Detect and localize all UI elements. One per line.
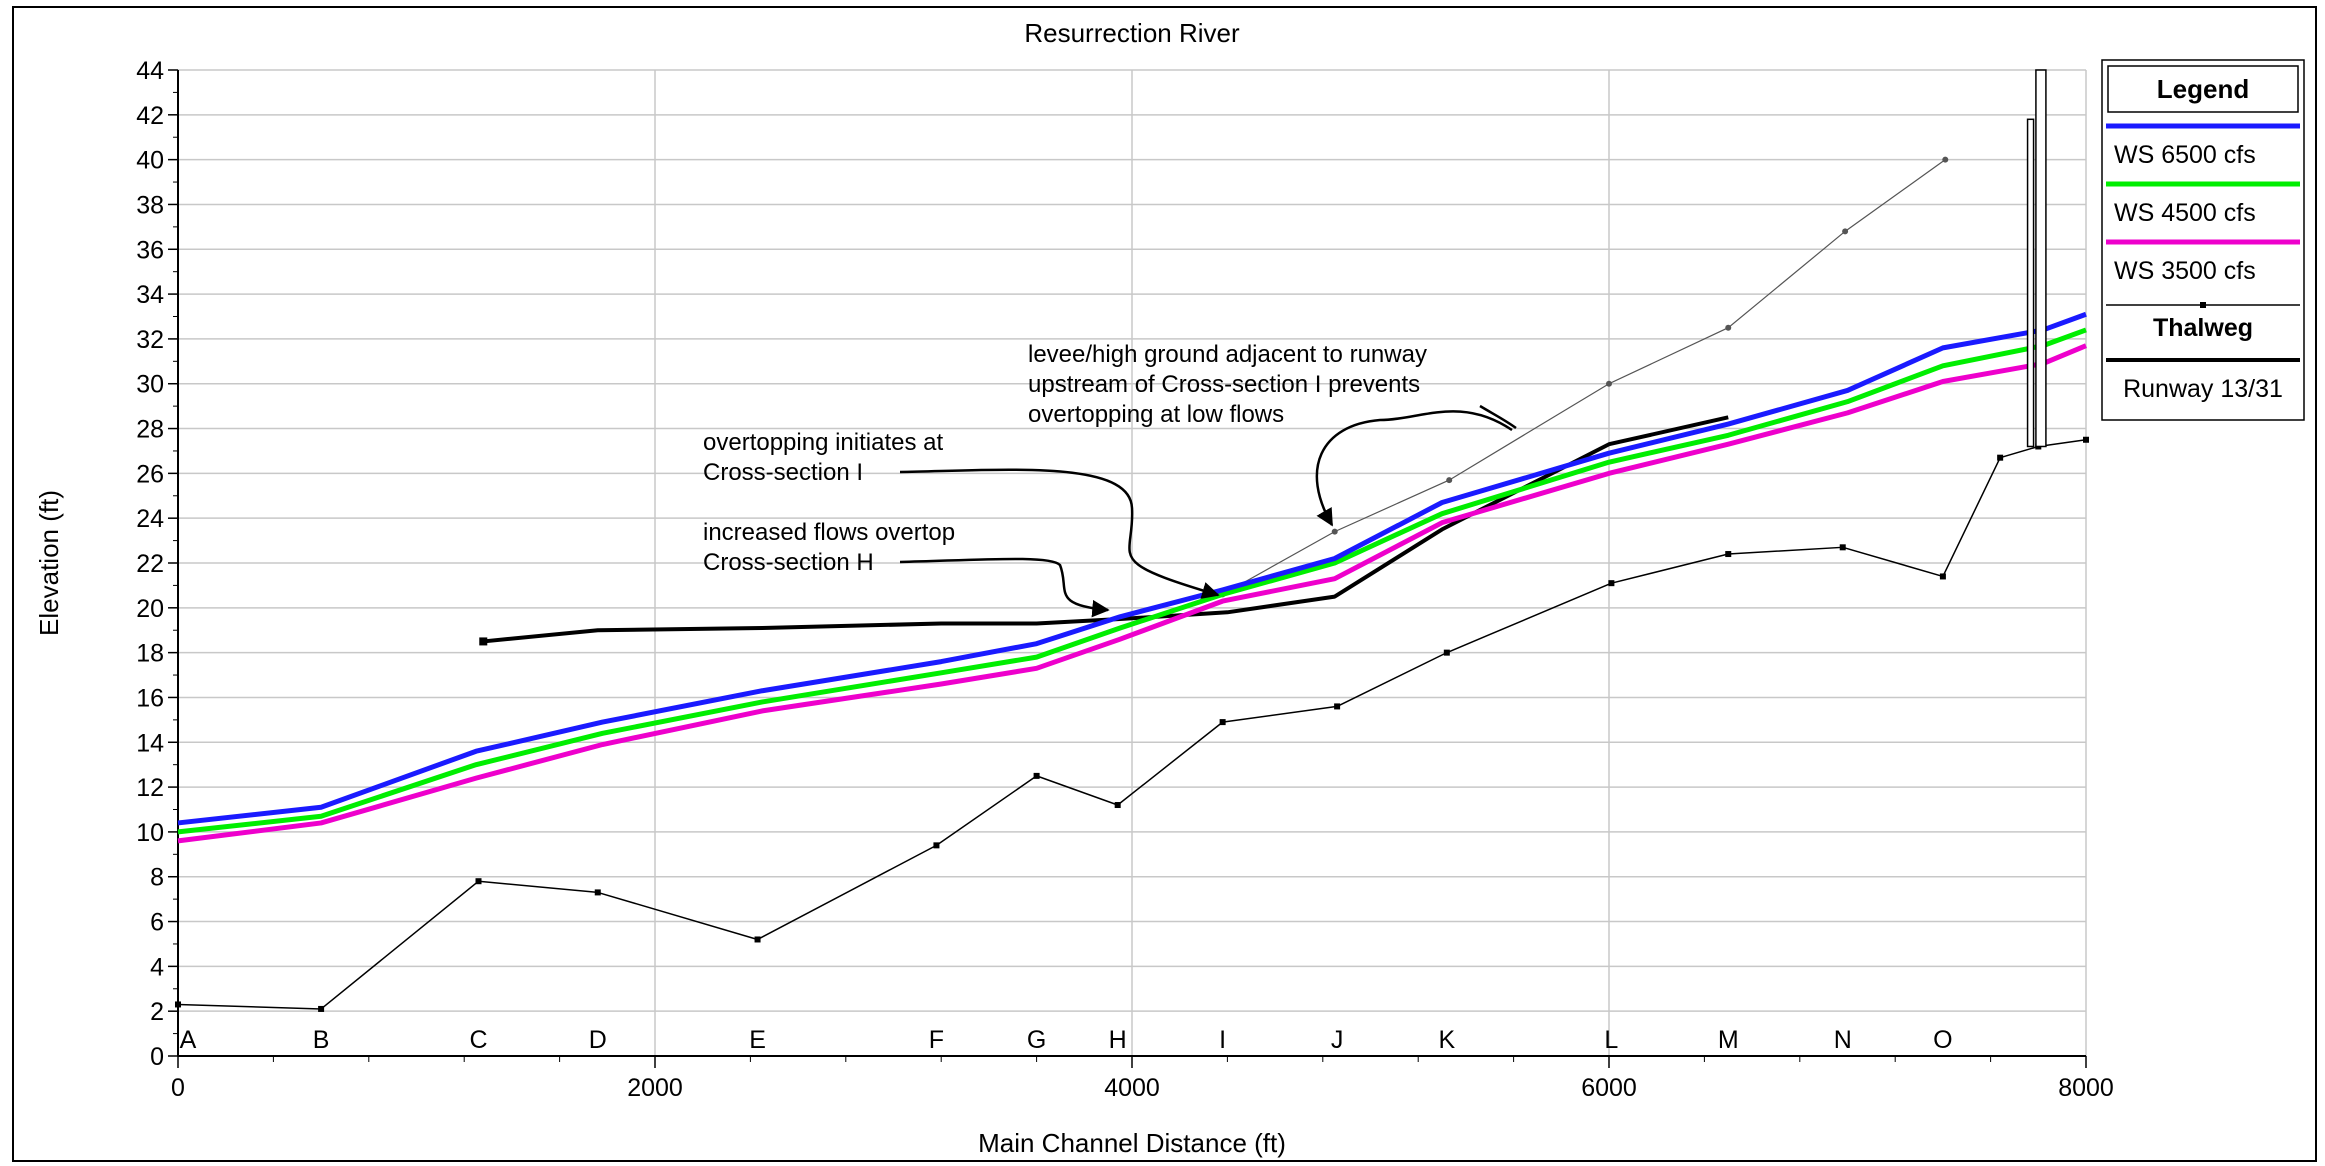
legend-title-box: [2107, 65, 2299, 113]
thalweg-point: [1443, 649, 1450, 656]
y-tick-label: 16: [136, 684, 164, 712]
cross-section-label: G: [1027, 1026, 1046, 1054]
thalweg-point: [933, 842, 940, 849]
annotation-text: levee/high ground adjacent to runway: [1028, 341, 1427, 368]
thalweg-point: [1033, 772, 1040, 779]
annotation-arrow: [1479, 404, 1517, 430]
annotation-text: overtopping initiates at: [703, 429, 943, 456]
cross-section-label: H: [1109, 1026, 1127, 1054]
thalweg-point: [1608, 580, 1615, 587]
y-tick-label: 2: [150, 998, 164, 1026]
cross-section-label: B: [313, 1026, 330, 1054]
y-tick-label: 26: [136, 460, 164, 488]
legend-entry-label: WS 4500 cfs: [2114, 199, 2256, 227]
annotation-text: increased flows overtop: [703, 519, 955, 546]
cross-section-label: C: [469, 1026, 487, 1054]
cross-section-label: K: [1438, 1026, 1455, 1054]
y-tick-label: 30: [136, 371, 164, 399]
y-tick-label: 4: [150, 953, 164, 981]
annotation-arrow: [1315, 410, 1513, 527]
annotation-arrow: [899, 557, 1110, 618]
legend-entry-label: WS 3500 cfs: [2114, 257, 2256, 285]
terrain-point: [1942, 156, 1949, 163]
thalweg-point: [475, 878, 482, 885]
cross-section-label: I: [1219, 1026, 1226, 1054]
y-tick-label: 24: [136, 505, 164, 533]
thalweg-point: [2083, 436, 2089, 443]
y-tick-label: 0: [150, 1043, 164, 1071]
annotation-text: overtopping at low flows: [1028, 401, 1284, 428]
cross-section-label: E: [749, 1026, 766, 1054]
y-tick-label: 36: [136, 236, 164, 264]
x-tick-label: 6000: [1581, 1074, 1637, 1102]
annotation-arrow: [899, 468, 1220, 599]
y-tick-label: 44: [136, 57, 164, 85]
x-axis-label: Main Channel Distance (ft): [978, 1128, 1286, 1158]
legend-entry-label: WS 6500 cfs: [2114, 141, 2256, 169]
terrain-point: [1446, 477, 1453, 484]
y-tick-label: 42: [136, 102, 164, 130]
thalweg-point: [1114, 802, 1121, 809]
y-tick-label: 14: [136, 729, 164, 757]
thalweg-point: [754, 936, 761, 943]
thalweg-point: [1334, 703, 1341, 710]
thalweg-point: [1997, 454, 2004, 461]
thalweg-point: [594, 889, 601, 896]
x-tick-label: 8000: [2058, 1074, 2114, 1102]
legend-entry-label: Runway 13/31: [2123, 375, 2283, 403]
y-tick-label: 22: [136, 550, 164, 578]
legend-marker: [2200, 302, 2206, 308]
y-tick-label: 6: [150, 909, 164, 937]
terrain-point: [1725, 324, 1732, 331]
cross-section-label: F: [929, 1026, 944, 1054]
y-tick-label: 20: [136, 595, 164, 623]
bridge-structure: [2026, 118, 2035, 448]
runway-point: [479, 637, 488, 646]
thalweg-point: [1939, 573, 1946, 580]
thalweg-point: [318, 1005, 325, 1012]
y-axis-label: Elevation (ft): [34, 490, 64, 636]
bridge-structure: [2035, 69, 2047, 448]
thalweg-point: [1725, 551, 1732, 558]
thalweg-point: [1839, 544, 1846, 551]
annotation-text: upstream of Cross-section I prevents: [1028, 371, 1420, 398]
cross-section-label: M: [1718, 1026, 1739, 1054]
series-line-thalweg: [177, 439, 2087, 1010]
y-tick-label: 10: [136, 819, 164, 847]
x-tick-label: 0: [171, 1074, 185, 1102]
series-line-ws-6500-cfs: [177, 311, 2087, 826]
y-tick-label: 12: [136, 774, 164, 802]
x-tick-label: 4000: [1104, 1074, 1160, 1102]
terrain-point: [1606, 380, 1612, 387]
cross-section-label: O: [1933, 1026, 1952, 1054]
y-tick-label: 32: [136, 326, 164, 354]
y-tick-label: 8: [150, 864, 164, 892]
y-tick-label: 40: [136, 147, 164, 175]
y-tick-label: 38: [136, 191, 164, 219]
cross-section-label: L: [1604, 1026, 1618, 1054]
y-tick-label: 28: [136, 416, 164, 444]
annotation-text: Cross-section I: [703, 459, 863, 486]
legend-title: Legend: [2157, 74, 2249, 104]
cross-section-label: A: [180, 1026, 197, 1054]
cross-section-label: N: [1834, 1026, 1852, 1054]
annotation-text: Cross-section H: [703, 549, 874, 576]
chart-title: Resurrection River: [1024, 18, 1240, 48]
y-tick-label: 34: [136, 281, 164, 309]
series-line-ws-4500-cfs: [177, 327, 2087, 835]
cross-section-label: J: [1331, 1026, 1344, 1054]
terrain-point: [1331, 528, 1338, 535]
terrain-point: [1842, 228, 1849, 235]
x-tick-label: 2000: [627, 1074, 683, 1102]
y-tick-label: 18: [136, 640, 164, 668]
series-line-ws-3500-cfs: [177, 343, 2087, 844]
thalweg-point: [1219, 719, 1226, 726]
thalweg-point: [175, 1001, 181, 1008]
cross-section-label: D: [589, 1026, 607, 1054]
legend-entry-label: Thalweg: [2153, 314, 2253, 342]
chart-frame: [12, 6, 2317, 1162]
